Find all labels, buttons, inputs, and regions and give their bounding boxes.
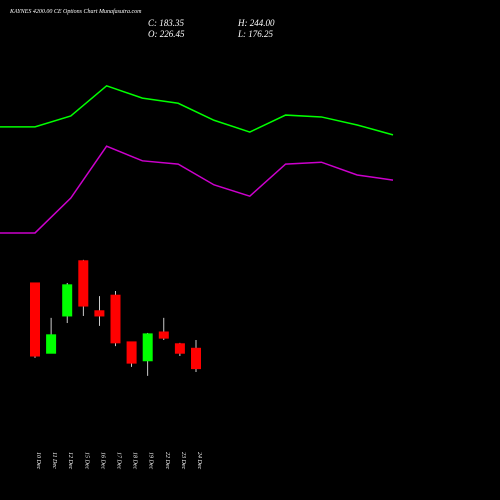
x-tick-label: 11 Dec xyxy=(51,452,57,469)
candle-body xyxy=(142,333,153,362)
x-tick-label-group: 18 Dec xyxy=(132,452,138,469)
candle-body xyxy=(30,282,40,357)
readout: L: 176.25 xyxy=(237,29,274,39)
x-tick-label-group: 16 Dec xyxy=(99,452,105,469)
x-tick-label-group: 22 Dec xyxy=(164,452,170,469)
readout: C: 183.35 xyxy=(148,18,185,28)
candle-body xyxy=(94,310,105,317)
x-tick-label: 22 Dec xyxy=(164,452,170,469)
candle-body xyxy=(158,331,169,339)
x-tick-label: 19 Dec xyxy=(148,452,154,469)
x-tick-label: 10 Dec xyxy=(35,452,41,469)
x-tick-label: 16 Dec xyxy=(99,452,105,469)
candle-body xyxy=(126,341,137,364)
x-tick-label-group: 12 Dec xyxy=(67,452,73,469)
x-tick-label: 12 Dec xyxy=(67,452,73,469)
candle-body xyxy=(46,334,57,354)
readout: O: 226.45 xyxy=(148,29,185,39)
x-tick-label: 23 Dec xyxy=(180,452,186,469)
x-tick-label-group: 24 Dec xyxy=(196,452,203,469)
readout: H: 244.00 xyxy=(237,18,275,28)
candle-body xyxy=(78,260,89,307)
candle-body xyxy=(174,343,185,354)
x-tick-label-group: 11 Dec xyxy=(51,452,57,469)
indicator-line xyxy=(0,145,394,234)
chart-title: KAYNES 4200.00 CE Options Chart Munafasu… xyxy=(9,8,142,15)
x-tick-label-group: 23 Dec xyxy=(180,452,186,469)
x-tick-label: 17 Dec xyxy=(116,452,122,469)
x-tick-label-group: 19 Dec xyxy=(148,452,154,469)
x-tick-label-group: 10 Dec xyxy=(35,452,41,469)
candle-body xyxy=(62,284,73,317)
indicator-line xyxy=(0,84,394,136)
x-tick-label: 15 Dec xyxy=(83,452,89,469)
x-tick-label: 24 Dec xyxy=(196,452,203,469)
x-tick-label-group: 17 Dec xyxy=(116,452,122,469)
x-tick-label-group: 15 Dec xyxy=(83,452,89,469)
candle-body xyxy=(110,294,121,344)
candle-body xyxy=(191,347,201,370)
x-tick-label: 18 Dec xyxy=(132,452,138,469)
